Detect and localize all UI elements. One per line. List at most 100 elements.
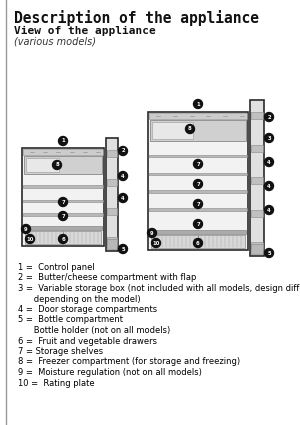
Circle shape (26, 235, 34, 244)
Text: 1 =  Control panel: 1 = Control panel (18, 263, 95, 272)
Bar (23, 149, 103, 155)
Text: (various models): (various models) (14, 36, 96, 46)
Circle shape (265, 206, 274, 215)
Text: 7: 7 (61, 199, 65, 204)
Text: 4 =  Door storage compartments: 4 = Door storage compartments (18, 305, 157, 314)
Bar (251, 177, 263, 184)
Text: 5: 5 (121, 246, 125, 252)
Text: 8: 8 (55, 162, 59, 167)
Text: Description of the appliance: Description of the appliance (14, 10, 259, 26)
Bar (24, 226, 102, 230)
Text: 10: 10 (152, 241, 160, 246)
Circle shape (118, 172, 127, 181)
Text: 7: 7 (196, 181, 200, 187)
Text: 10 =  Rating plate: 10 = Rating plate (18, 379, 94, 388)
Text: Bottle holder (not on all models): Bottle holder (not on all models) (18, 326, 170, 335)
Bar (251, 244, 263, 254)
Text: 7: 7 (196, 221, 200, 227)
Bar (23, 185, 103, 188)
Text: 6: 6 (61, 236, 65, 241)
Bar (148, 112, 248, 250)
Text: 8: 8 (188, 127, 192, 131)
Bar (149, 155, 247, 157)
Circle shape (152, 238, 160, 247)
Bar (107, 208, 117, 215)
Text: 2: 2 (267, 114, 271, 119)
Text: 9: 9 (150, 230, 154, 235)
Text: depending on the model): depending on the model) (18, 295, 141, 303)
Circle shape (148, 229, 157, 238)
Bar (149, 190, 247, 193)
Text: 7: 7 (61, 213, 65, 218)
Bar (250, 100, 264, 256)
Circle shape (194, 99, 202, 108)
Bar (22, 148, 104, 246)
Text: 1: 1 (61, 139, 65, 144)
Circle shape (118, 244, 127, 253)
Bar (107, 150, 117, 157)
Bar (151, 235, 198, 248)
Text: 3: 3 (267, 136, 271, 141)
Bar (150, 230, 246, 234)
Text: 7 = Storage shelves: 7 = Storage shelves (18, 347, 103, 356)
Text: 2 =  Butter/cheese compartment with flap: 2 = Butter/cheese compartment with flap (18, 274, 196, 283)
Circle shape (52, 161, 62, 170)
Bar (107, 239, 117, 249)
Text: 1: 1 (196, 102, 200, 107)
Bar (26, 158, 59, 172)
Circle shape (265, 133, 274, 142)
Text: 6: 6 (196, 241, 200, 246)
Text: 5 =  Bottle compartment: 5 = Bottle compartment (18, 315, 123, 325)
Bar (63, 231, 101, 244)
Text: 9: 9 (24, 227, 28, 232)
Text: 7: 7 (196, 201, 200, 207)
Circle shape (194, 238, 202, 247)
Bar (24, 156, 102, 174)
Circle shape (265, 181, 274, 190)
Text: 4: 4 (121, 196, 125, 201)
Bar (149, 208, 247, 211)
Bar (251, 242, 263, 249)
Bar (149, 173, 247, 175)
Text: 2: 2 (121, 148, 125, 153)
Circle shape (265, 249, 274, 258)
Text: 4: 4 (267, 159, 271, 164)
Circle shape (265, 113, 274, 122)
Circle shape (58, 198, 68, 207)
Circle shape (194, 199, 202, 209)
Circle shape (118, 147, 127, 156)
Circle shape (194, 219, 202, 229)
Circle shape (22, 224, 31, 233)
Circle shape (58, 136, 68, 145)
Text: 4: 4 (121, 173, 125, 178)
Bar (150, 120, 246, 141)
Bar (107, 237, 117, 244)
Text: 7: 7 (196, 162, 200, 167)
Bar (106, 138, 118, 251)
Bar (149, 113, 247, 119)
Circle shape (58, 235, 68, 244)
Bar (198, 235, 245, 248)
Bar (251, 144, 263, 151)
Circle shape (118, 193, 127, 202)
Circle shape (58, 212, 68, 221)
Bar (251, 210, 263, 216)
Bar (251, 112, 263, 119)
Bar (25, 231, 63, 244)
Bar (23, 213, 103, 216)
Text: 4: 4 (267, 184, 271, 189)
Text: 4: 4 (267, 207, 271, 212)
Bar (152, 122, 194, 139)
Circle shape (194, 179, 202, 189)
Text: 6 =  Fruit and vegetable drawers: 6 = Fruit and vegetable drawers (18, 337, 157, 346)
Text: 3 =  Variable storage box (not included with all models, design differs: 3 = Variable storage box (not included w… (18, 284, 300, 293)
Text: 10: 10 (26, 236, 34, 241)
Text: 9 =  Moisture regulation (not on all models): 9 = Moisture regulation (not on all mode… (18, 368, 202, 377)
Circle shape (194, 159, 202, 168)
Text: 8 =  Freezer compartment (for storage and freezing): 8 = Freezer compartment (for storage and… (18, 357, 240, 366)
Circle shape (185, 125, 194, 133)
Circle shape (265, 158, 274, 167)
Text: 5: 5 (267, 250, 271, 255)
Bar (107, 179, 117, 186)
Bar (23, 200, 103, 202)
